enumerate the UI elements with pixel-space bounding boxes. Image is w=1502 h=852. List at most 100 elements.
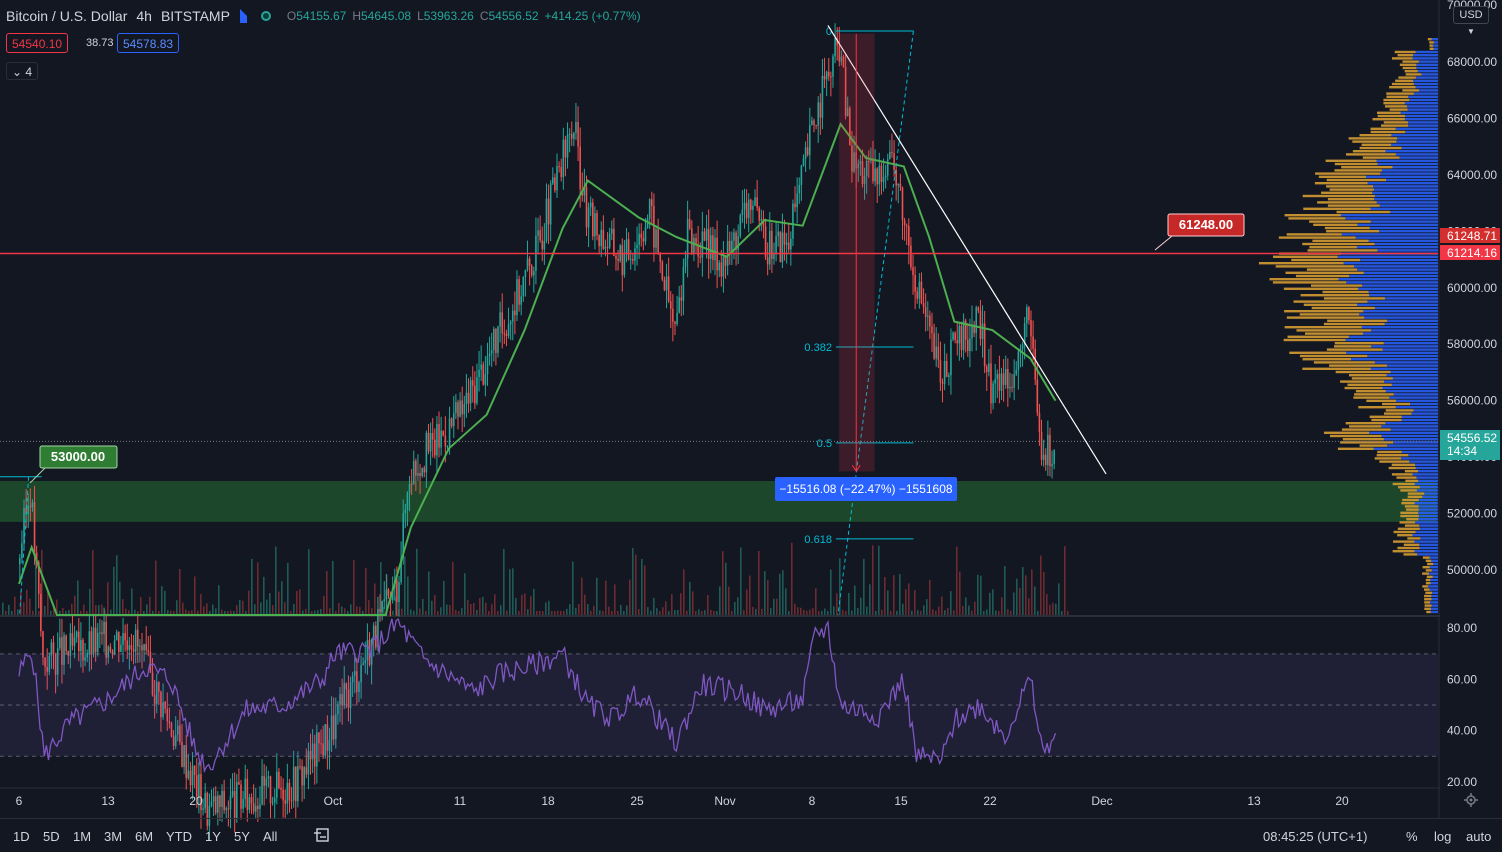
candle-body xyxy=(1053,450,1055,464)
candle-body xyxy=(731,240,733,252)
volume-bar xyxy=(335,610,337,615)
volume-bar xyxy=(200,593,202,615)
candle-body xyxy=(941,382,944,384)
volume-bar xyxy=(956,546,958,615)
volume-bar xyxy=(527,609,529,615)
currency-selector[interactable]: USD ▼ xyxy=(1453,6,1489,36)
visibility-dot-icon[interactable] xyxy=(260,11,271,21)
volume-profile-up-bar xyxy=(1414,550,1438,553)
volume-profile-down-bar xyxy=(1302,242,1375,246)
candle-body xyxy=(465,392,468,404)
range-5d[interactable]: 5D xyxy=(43,829,60,844)
volume-profile-up-bar xyxy=(1418,505,1438,508)
log-scale-toggle[interactable]: log xyxy=(1434,829,1452,844)
volume-profile-up-bar xyxy=(1408,454,1438,457)
volume-profile-up-bar xyxy=(1433,47,1438,50)
volume-profile-down-bar xyxy=(1349,374,1387,377)
volume-profile-up-bar xyxy=(1349,274,1438,278)
volume-bar xyxy=(644,565,646,615)
ohlc-values: O54155.67 H54645.08 L53963.26 C54556.52 +414… xyxy=(286,9,641,23)
volume-profile-down-bar xyxy=(1348,137,1398,140)
volume-profile-down-bar xyxy=(1386,92,1414,95)
volume-profile-down-bar xyxy=(1425,559,1432,562)
volume-profile-up-bar xyxy=(1408,124,1438,127)
volume-bar xyxy=(731,610,733,615)
range-1m[interactable]: 1M xyxy=(73,829,92,844)
range-6m[interactable]: 6M xyxy=(135,829,154,844)
candle-body xyxy=(326,724,329,751)
volume-bar xyxy=(395,596,397,615)
resistance-callout-pointer xyxy=(1154,235,1173,251)
volume-profile-up-bar xyxy=(1385,178,1438,182)
volume-bar xyxy=(254,604,256,615)
clock-timezone[interactable]: 08:45:25 (UTC+1) xyxy=(1263,829,1368,844)
volume-bar xyxy=(68,610,70,615)
flag-icon[interactable] xyxy=(239,9,247,23)
symbol-name[interactable]: Bitcoin / U.S. Dollar xyxy=(6,8,128,24)
volume-profile-down-bar xyxy=(1327,319,1388,322)
candle-body xyxy=(82,639,84,661)
candle-body xyxy=(105,621,107,658)
candle-body xyxy=(920,281,923,304)
volume-bar xyxy=(905,589,907,615)
candle-body xyxy=(94,627,97,653)
range-5y[interactable]: 5Y xyxy=(234,829,250,844)
volume-profile-down-bar xyxy=(1425,582,1431,585)
volume-bar xyxy=(38,610,40,615)
candle-body xyxy=(562,139,565,177)
volume-bar xyxy=(566,608,568,615)
range-3m[interactable]: 3M xyxy=(104,829,123,844)
volume-profile-up-bar xyxy=(1414,540,1438,543)
fib-trend-line xyxy=(837,30,914,616)
candle-body xyxy=(931,326,933,334)
candle-body xyxy=(474,385,476,404)
candle-body xyxy=(23,507,25,544)
settings-gear-icon[interactable] xyxy=(1464,793,1478,807)
volume-profile-up-bar xyxy=(1396,140,1438,143)
volume-profile-up-bar xyxy=(1430,607,1438,610)
candle-body xyxy=(257,805,259,809)
candle-body xyxy=(387,589,390,596)
ask-price[interactable]: 54578.83 xyxy=(117,33,180,53)
volume-profile-up-bar xyxy=(1413,79,1438,82)
volume-profile-up-bar xyxy=(1428,585,1438,588)
range-ytd[interactable]: YTD xyxy=(166,829,192,844)
range-all[interactable]: All xyxy=(263,829,278,844)
volume-profile-up-bar xyxy=(1399,156,1438,159)
candle-body xyxy=(193,765,196,776)
compare-date-range-icon[interactable] xyxy=(314,827,330,843)
volume-profile-down-bar xyxy=(1309,220,1371,223)
candle-body xyxy=(77,631,80,652)
candle-body xyxy=(912,267,914,276)
volume-profile-down-bar xyxy=(1402,66,1417,70)
volume-profile-up-bar xyxy=(1404,102,1438,105)
volume-profile-up-bar xyxy=(1389,396,1438,399)
volume-bar xyxy=(830,569,832,615)
bid-price[interactable]: 54540.10 xyxy=(6,33,69,53)
candle-body xyxy=(476,377,478,404)
candle-body xyxy=(760,218,763,221)
volume-profile-up-bar xyxy=(1413,92,1438,95)
volume-profile-down-bar xyxy=(1425,591,1433,594)
volume-bar xyxy=(992,589,994,615)
candle-body xyxy=(823,75,826,80)
volume-bar xyxy=(95,605,97,615)
percent-scale-toggle[interactable]: % xyxy=(1406,829,1418,844)
volume-profile-up-bar xyxy=(1386,374,1438,377)
auto-scale-toggle[interactable]: auto xyxy=(1466,829,1492,844)
volume-bar xyxy=(647,607,649,615)
volume-bar xyxy=(884,577,886,615)
candle-body xyxy=(608,233,611,248)
range-1d[interactable]: 1D xyxy=(13,829,30,844)
collapse-indicators-button[interactable]: ⌄ 4 xyxy=(6,62,38,80)
volume-bar xyxy=(341,606,343,615)
symbol-interval[interactable]: 4h xyxy=(136,8,152,24)
volume-profile-up-bar xyxy=(1410,402,1438,406)
candle-body xyxy=(244,778,247,800)
volume-profile-up-bar xyxy=(1374,198,1438,201)
volume-profile-up-bar xyxy=(1415,521,1438,524)
volume-bar xyxy=(623,610,625,615)
candle-body xyxy=(1047,434,1049,466)
range-1y[interactable]: 1Y xyxy=(205,829,221,844)
